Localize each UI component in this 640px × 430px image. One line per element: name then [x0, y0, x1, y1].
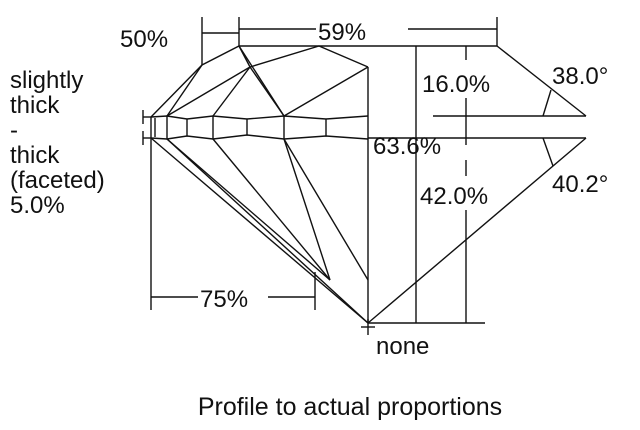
pavilion-facets — [150, 137, 369, 324]
crown-angle-label: 38.0° — [552, 63, 608, 90]
girdle-label-line: slightly — [10, 67, 83, 94]
pavilion-angle-indicator — [367, 137, 587, 324]
depth-lines — [368, 46, 485, 324]
table-size-bracket — [239, 17, 498, 46]
crown-height-label: 16.0% — [422, 71, 490, 98]
girdle — [142, 110, 369, 145]
star-length-label: 50% — [120, 26, 168, 53]
total-depth-label: 63.6% — [373, 133, 441, 160]
star-length-bracket — [201, 17, 240, 65]
lower-half-bracket — [150, 138, 316, 310]
crown-facets — [150, 45, 497, 323]
diagram-caption: Profile to actual proportions — [198, 393, 502, 421]
girdle-label-line: 5.0% — [10, 192, 65, 219]
culet-marker — [361, 319, 375, 335]
table-size-label: 59% — [318, 19, 366, 46]
lower-half-label: 75% — [200, 286, 248, 313]
crown-angle-indicator — [433, 45, 587, 117]
girdle-label-line: thick — [10, 142, 60, 169]
girdle-label-line: thick — [10, 92, 60, 119]
girdle-label: slightly thick - thick (faceted) 5.0% — [10, 67, 105, 219]
girdle-label-line: - — [10, 117, 18, 144]
culet-label: none — [376, 333, 429, 360]
pavilion-depth-label: 42.0% — [420, 183, 488, 210]
pavilion-angle-label: 40.2° — [552, 171, 608, 198]
girdle-label-line: (faceted) — [10, 167, 105, 194]
